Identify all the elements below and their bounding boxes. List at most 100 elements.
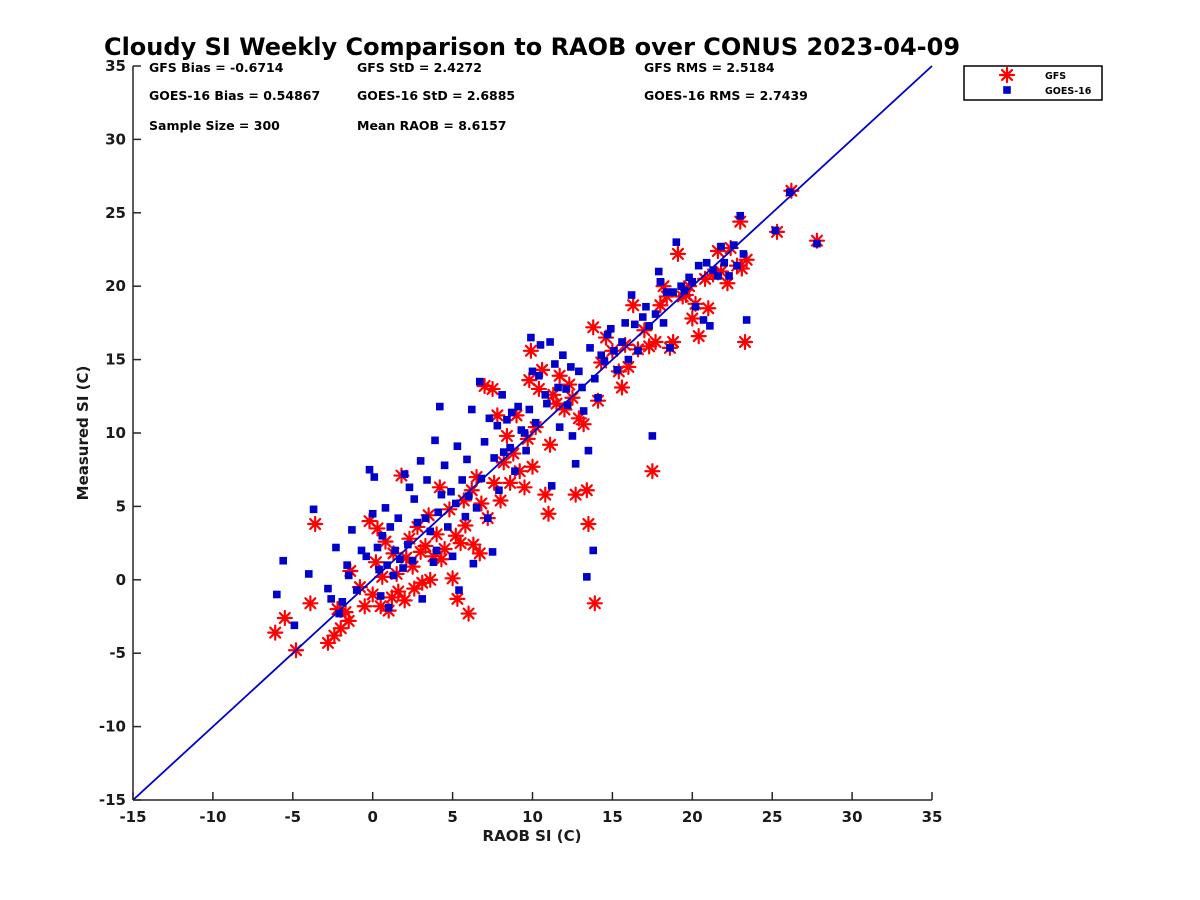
goes16-point xyxy=(463,455,471,464)
goes16-point xyxy=(378,531,387,540)
goes16-point xyxy=(348,526,356,534)
y-tick-label: 15 xyxy=(105,351,126,369)
goes16-point xyxy=(568,432,577,440)
goes16-point xyxy=(357,546,366,555)
x-tick-label: 20 xyxy=(682,808,703,826)
goes16-point xyxy=(536,341,545,349)
goes16-point xyxy=(507,408,516,417)
goes16-point xyxy=(324,584,332,593)
legend-goes-label: GOES-16 xyxy=(1045,86,1092,97)
goes16-point xyxy=(434,508,443,517)
goes16-point xyxy=(720,258,729,267)
y-tick-label: 30 xyxy=(105,130,126,148)
gfs-point xyxy=(684,310,701,327)
gfs-point xyxy=(444,570,461,587)
goes16-point xyxy=(591,374,599,383)
goes16-point xyxy=(405,483,414,492)
goes16-point xyxy=(467,405,476,414)
goes16-point xyxy=(514,402,522,411)
goes16-point xyxy=(440,461,449,470)
x-tick-label: 35 xyxy=(922,808,943,826)
stat-mean-raob: Mean RAOB = 8.6157 xyxy=(357,118,506,133)
goes16-point xyxy=(714,272,722,280)
goes16-point xyxy=(368,509,377,518)
goes16-point xyxy=(444,523,452,531)
goes16-point xyxy=(589,546,598,555)
gfs-point xyxy=(302,595,319,612)
y-tick-label: 20 xyxy=(105,277,126,295)
stat-gfs-bias: GFS Bias = -0.6714 xyxy=(149,60,284,75)
goes16-point xyxy=(575,367,583,376)
goes16-point xyxy=(694,261,703,270)
gfs-point xyxy=(700,300,717,317)
gfs-point xyxy=(267,624,284,641)
gfs-point xyxy=(307,515,324,533)
goes16-point xyxy=(469,559,478,568)
goes16-point xyxy=(785,188,794,197)
goes16-point xyxy=(709,266,717,274)
x-tick-label: -10 xyxy=(199,808,226,826)
goes16-point xyxy=(273,590,281,599)
goes16-point xyxy=(389,571,398,580)
gfs-point xyxy=(644,463,661,480)
goes16-point xyxy=(396,555,404,564)
goes16-point xyxy=(520,429,529,437)
goes16-point xyxy=(477,474,486,483)
goes16-point xyxy=(702,258,711,267)
goes16-point xyxy=(453,442,462,451)
x-axis-label: RAOB SI (C) xyxy=(483,827,582,845)
goes16-point xyxy=(343,561,351,569)
gfs-point xyxy=(652,297,669,314)
goes16-point xyxy=(630,320,639,329)
goes16-point xyxy=(493,421,502,430)
goes16-point xyxy=(654,267,663,276)
goes16-point xyxy=(583,573,591,581)
goes16-point xyxy=(546,338,554,346)
goes16-point xyxy=(327,595,335,603)
goes16-point xyxy=(344,571,353,580)
gfs-point xyxy=(541,436,559,453)
goes16-point xyxy=(555,423,564,431)
stat-sample-size: Sample Size = 300 xyxy=(149,118,280,133)
x-tick-label: 10 xyxy=(522,808,543,826)
stat-goes-rms: GOES-16 RMS = 2.7439 xyxy=(644,88,808,103)
goes16-point xyxy=(634,346,642,355)
goes16-point xyxy=(381,504,390,512)
goes16-point xyxy=(400,470,409,478)
goes16-point xyxy=(613,366,621,374)
goes16-point xyxy=(421,514,430,522)
gfs-point xyxy=(460,605,477,622)
x-tick-label: 5 xyxy=(447,808,457,826)
goes16-point xyxy=(531,418,540,427)
goes16-point xyxy=(483,514,492,522)
goes16-point xyxy=(733,261,741,270)
gfs-point xyxy=(613,379,631,396)
y-tick-label: 10 xyxy=(105,424,126,442)
goes16-point xyxy=(365,465,374,474)
goes16-point xyxy=(717,242,725,251)
goes16-point xyxy=(436,402,444,411)
gfs-point xyxy=(736,333,754,351)
ticks-layer: -15 -10 -5 0 5 10 15 20 25 30 35 -15 -10 -5 0 5 10 15 20 25… xyxy=(99,57,943,826)
goes16-point xyxy=(642,302,650,311)
stat-gfs-std: GFS StD = 2.4272 xyxy=(357,60,482,75)
gfs-point xyxy=(340,612,357,630)
gfs-point xyxy=(417,537,434,555)
goes16-point xyxy=(373,543,382,552)
x-tick-label: 15 xyxy=(602,808,623,826)
gfs-point xyxy=(484,380,501,398)
goes16-point xyxy=(522,446,530,455)
gfs-point xyxy=(495,454,512,471)
goes16-point xyxy=(603,330,612,339)
gfs-point xyxy=(431,479,448,496)
gfs-point xyxy=(492,492,509,509)
goes16-point xyxy=(562,385,570,393)
gfs-point xyxy=(471,545,488,562)
y-tick-label: -15 xyxy=(99,791,126,809)
goes16-point xyxy=(638,313,647,321)
goes16-point xyxy=(672,238,681,246)
goes16-point xyxy=(488,548,497,556)
gfs-point xyxy=(580,515,597,533)
goes16-point xyxy=(431,436,439,445)
